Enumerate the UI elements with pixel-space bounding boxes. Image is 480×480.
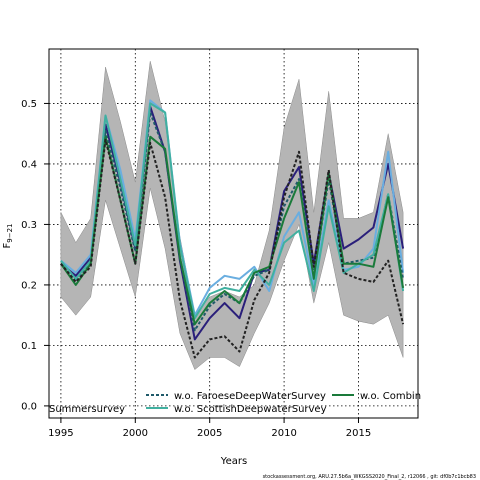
y-tick-label: 0.4 [21, 159, 37, 170]
series-line-5 [60, 138, 405, 359]
y-tick-label: 0.0 [21, 401, 37, 412]
y-tick-label: 0.2 [21, 280, 37, 291]
series-lines [60, 99, 405, 359]
legend-label: w.o. Combin [360, 391, 421, 402]
x-tick-label: 2005 [197, 428, 222, 439]
series-line-4 [60, 135, 405, 326]
footer-text: stockassessment.org, ARU.27.5b6a_WKGSS20… [263, 474, 476, 480]
y-tick-label: 0.3 [21, 220, 37, 231]
legend-label: w.o. ScottishDeepwaterSurvey [174, 404, 327, 415]
legend: Summersurvey w.o. FaroeseDeepWaterSurvey w… [49, 391, 421, 415]
x-tick-label: 2000 [123, 428, 148, 439]
legend-label: w.o. FaroeseDeepWaterSurvey [174, 391, 326, 402]
y-tick-label: 0.1 [21, 341, 37, 352]
plot-frame [48, 48, 419, 419]
x-tick-label: 2015 [346, 428, 371, 439]
x-tick-label: 2010 [271, 428, 296, 439]
x-tick-label: 1995 [48, 428, 73, 439]
y-tick-label: 0.5 [21, 99, 37, 110]
x-axis-label: Years [220, 456, 247, 467]
y-axis-label-main: F [2, 243, 13, 249]
x-axis-ticks: 1995 2000 2005 2010 2015 [48, 418, 371, 439]
y-axis-label: F9−21 [2, 224, 14, 249]
series-line-3 [60, 102, 405, 320]
series-line-1 [60, 99, 405, 317]
y-axis-label-sub: 9−21 [6, 224, 14, 243]
y-axis-ticks: 0.0 0.1 0.2 0.3 0.4 0.5 [21, 99, 49, 412]
legend-label: Summersurvey [49, 404, 125, 415]
